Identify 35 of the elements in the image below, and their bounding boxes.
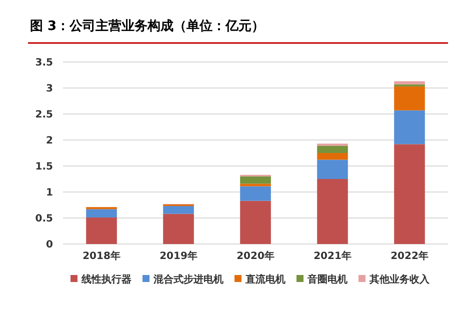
- y-tick-label: 0.5: [35, 214, 54, 224]
- y-tick-label: 3.5: [35, 58, 54, 68]
- legend-label: 音圈电机: [306, 274, 348, 286]
- y-tick-label: 0: [46, 240, 54, 250]
- bar: [317, 153, 348, 160]
- bar: [317, 179, 348, 244]
- bar: [240, 186, 271, 201]
- bar: [394, 144, 425, 244]
- chart-title: 图 3：公司主营业务构成（单位：亿元）: [30, 18, 265, 34]
- legend-label: 线性执行器: [80, 274, 132, 286]
- x-tick-label: 2022年: [390, 250, 428, 262]
- bar: [394, 86, 425, 110]
- y-tick-label: 2: [46, 136, 54, 146]
- bar: [394, 81, 425, 84]
- y-tick-label: 1.5: [35, 162, 54, 172]
- bar: [240, 184, 271, 186]
- bar: [317, 146, 348, 153]
- bar: [163, 206, 194, 214]
- bar: [240, 176, 271, 184]
- x-tick-label: 2020年: [236, 250, 274, 262]
- bar: [394, 110, 425, 144]
- legend-label: 其他业务收入: [368, 274, 430, 286]
- x-tick-label: 2021年: [314, 250, 352, 262]
- legend-label: 混合式步进电机: [152, 274, 224, 286]
- x-tick-label: 2019年: [160, 250, 198, 262]
- y-tick-label: 3: [46, 84, 54, 94]
- y-tick-label: 2.5: [35, 110, 54, 120]
- bar: [86, 209, 117, 218]
- bar: [86, 217, 117, 244]
- y-tick-label: 1: [46, 188, 54, 198]
- bar: [317, 160, 348, 179]
- bar: [240, 200, 271, 244]
- x-tick-label: 2018年: [82, 250, 120, 262]
- legend-label: 直流电机: [244, 274, 286, 286]
- bar: [163, 214, 194, 244]
